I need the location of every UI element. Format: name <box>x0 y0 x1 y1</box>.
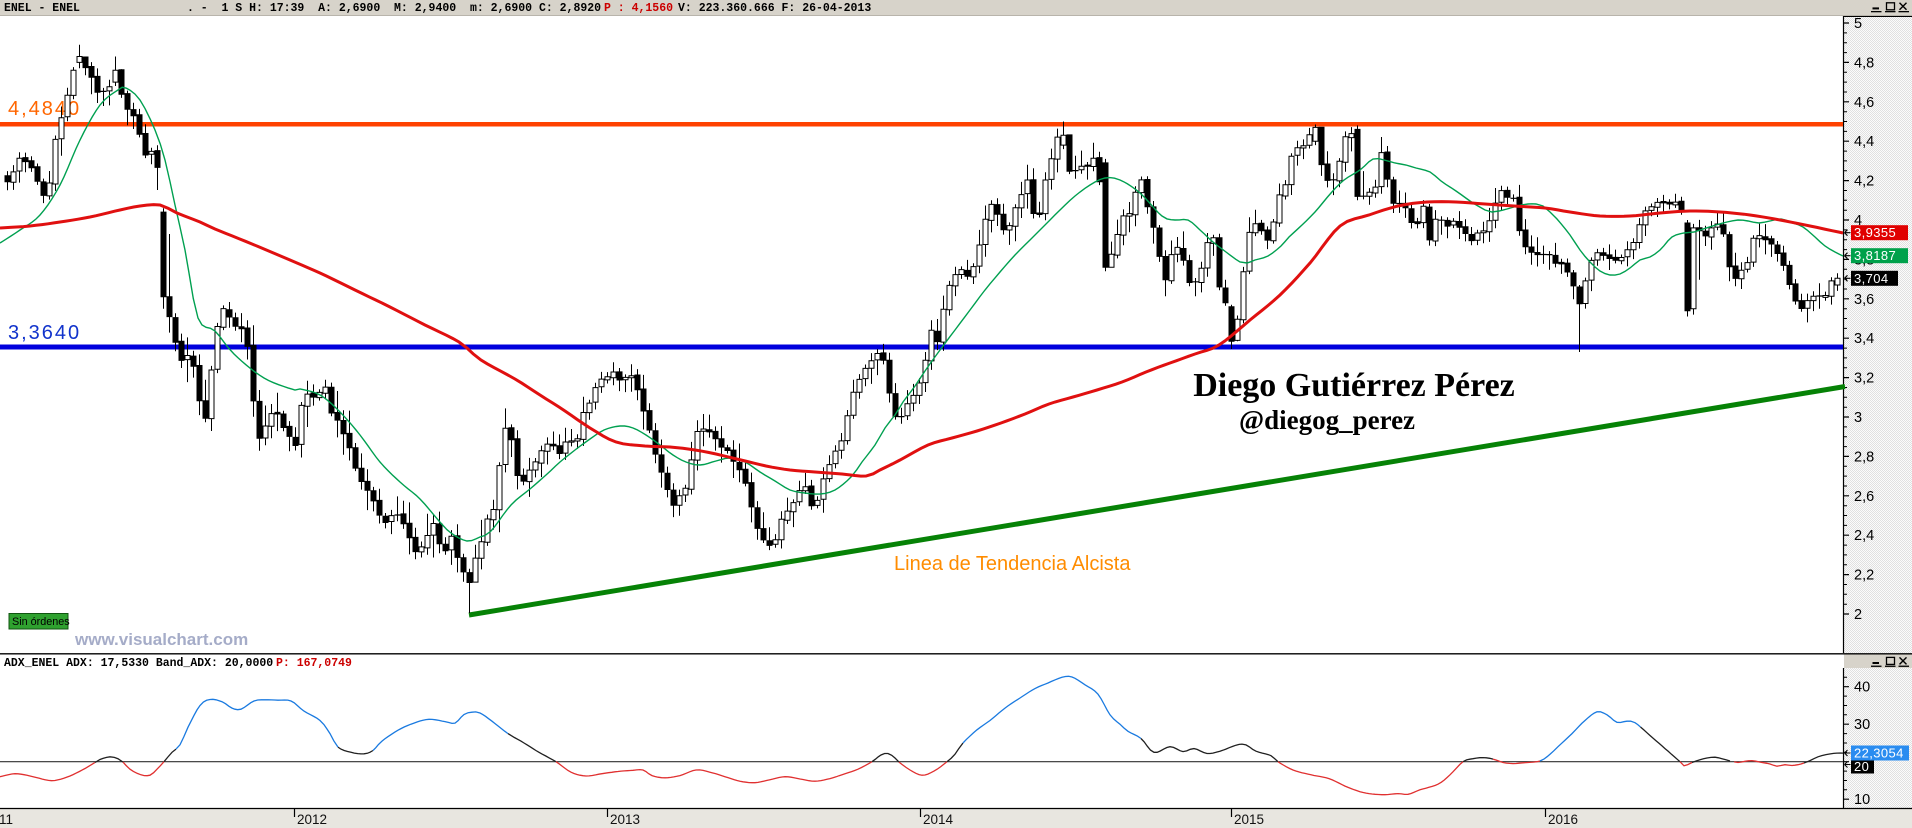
svg-text:3,2: 3,2 <box>1854 371 1874 387</box>
svg-text:3,6: 3,6 <box>1854 292 1874 308</box>
svg-text:2015: 2015 <box>1234 812 1264 827</box>
svg-text:3: 3 <box>1854 410 1862 426</box>
svg-text:2014: 2014 <box>923 812 954 827</box>
svg-text:3,4: 3,4 <box>1854 331 1874 347</box>
svg-text:3,8187: 3,8187 <box>1854 248 1896 263</box>
svg-text:Sin órdenes: Sin órdenes <box>12 616 70 628</box>
svg-text:3,704: 3,704 <box>1854 271 1889 286</box>
svg-text:4,2: 4,2 <box>1854 174 1874 190</box>
svg-text:2,4: 2,4 <box>1854 528 1874 544</box>
svg-text:5: 5 <box>1854 16 1862 32</box>
svg-text:3,9355: 3,9355 <box>1854 225 1896 240</box>
svg-text:2012: 2012 <box>297 812 327 827</box>
svg-text:22,3054: 22,3054 <box>1854 746 1904 761</box>
svg-text:www.visualchart.com: www.visualchart.com <box>74 630 248 649</box>
svg-text:4,6: 4,6 <box>1854 95 1874 111</box>
svg-text:2,6: 2,6 <box>1854 489 1874 505</box>
svg-text:2013: 2013 <box>610 812 640 827</box>
svg-text:ENEL - ENEL: ENEL - ENEL <box>4 2 80 15</box>
svg-text:3,3640: 3,3640 <box>8 322 81 344</box>
svg-text:Diego Gutiérrez Pérez: Diego Gutiérrez Pérez <box>1193 367 1515 404</box>
svg-text:ADX_ENEL ADX: 17,5330 Band_ADX: ADX_ENEL ADX: 17,5330 Band_ADX: 20,0000 <box>4 657 273 670</box>
svg-text:20: 20 <box>1854 759 1869 774</box>
svg-text:2016: 2016 <box>1548 812 1578 827</box>
svg-text:P: 167,0749: P: 167,0749 <box>276 657 352 670</box>
svg-text:40: 40 <box>1854 680 1870 696</box>
svg-text:. - 1 S H: 17:39 A: 2,6900: . - 1 S H: 17:39 A: 2,6900 M: 2,9400 m: … <box>187 2 601 15</box>
svg-text:4,8: 4,8 <box>1854 55 1874 71</box>
svg-text:30: 30 <box>1854 717 1870 733</box>
svg-text:P : 4,1560: P : 4,1560 <box>604 2 673 15</box>
svg-text:4,4: 4,4 <box>1854 134 1874 150</box>
svg-text:2: 2 <box>1854 607 1862 623</box>
svg-text:10: 10 <box>1854 792 1870 808</box>
svg-text:Linea de Tendencia Alcista: Linea de Tendencia Alcista <box>894 553 1131 575</box>
svg-text:4: 4 <box>1854 213 1862 229</box>
svg-text:2,2: 2,2 <box>1854 568 1874 584</box>
svg-text:@diegog_perez: @diegog_perez <box>1239 405 1415 435</box>
svg-text:V: 223.360.666 F: 26-04-2013: V: 223.360.666 F: 26-04-2013 <box>678 2 871 15</box>
svg-text:2,8: 2,8 <box>1854 449 1874 465</box>
